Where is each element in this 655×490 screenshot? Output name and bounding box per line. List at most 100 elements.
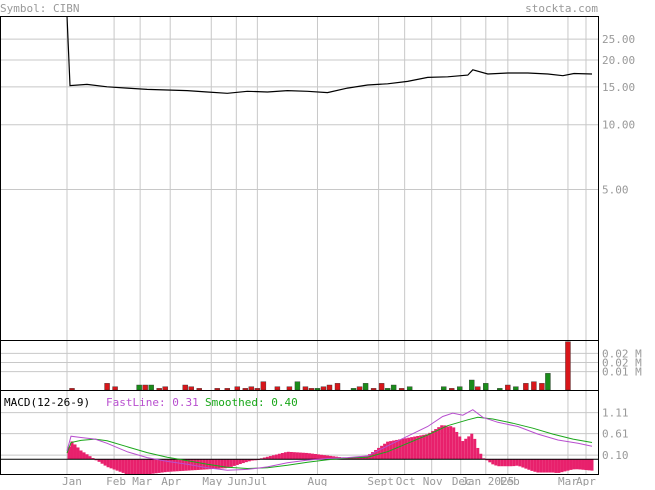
volume-tick-label: 0.02 M: [602, 347, 642, 360]
x-tick-label: Aug: [308, 475, 328, 486]
macd-hist-bar: [587, 459, 591, 471]
volume-bar: [497, 388, 503, 391]
fastline-label: FastLine: 0.31: [106, 396, 199, 409]
macd-hist-bar: [446, 426, 450, 460]
macd-hist-bar: [515, 459, 519, 466]
macd-hist-bar: [160, 459, 164, 473]
macd-hist-bar: [295, 452, 299, 460]
macd-hist-bar: [464, 438, 468, 460]
macd-hist-bar: [322, 455, 326, 460]
volume-bar: [182, 384, 188, 391]
x-tick-label: Feb: [106, 475, 126, 486]
volume-bar: [142, 384, 148, 391]
volume-bar: [326, 384, 333, 391]
volume-bar: [254, 388, 261, 391]
macd-hist-bar: [410, 437, 414, 460]
volume-bar: [248, 386, 255, 391]
macd-hist-bar: [539, 459, 543, 473]
x-tick-label: Jan 2025: [461, 475, 514, 486]
volume-tick-label: 0.02 M: [602, 357, 642, 370]
macd-hist-bar: [169, 459, 173, 472]
macd-hist-bar: [73, 444, 77, 460]
volume-bar: [523, 383, 529, 391]
volume-bar: [378, 383, 385, 391]
macd-hist-bar: [509, 459, 513, 467]
volume-bar: [308, 388, 315, 391]
macd-hist-bar: [136, 459, 140, 475]
volume-bar: [188, 386, 194, 391]
macd-hist-bar: [521, 459, 525, 468]
macd-hist-bar: [422, 434, 426, 460]
x-tick-label: Oct: [396, 475, 416, 486]
macd-hist-bar: [443, 425, 447, 460]
macd-hist-bar: [584, 459, 588, 471]
volume-bar: [390, 384, 397, 391]
macd-hist-bar: [232, 459, 236, 466]
x-tick-label: Dec: [452, 475, 472, 486]
x-tick-label: Feb: [500, 475, 520, 486]
macd-hist-bar: [139, 459, 143, 475]
macd-hist-bar: [569, 459, 573, 470]
site-name: stockta.com: [525, 2, 598, 15]
macd-hist-bar: [85, 454, 89, 460]
macd-hist-bar: [82, 452, 86, 460]
macd-hist-bar: [103, 459, 107, 466]
macd-hist-bar: [425, 434, 429, 460]
macd-hist-bar: [494, 459, 498, 466]
volume-bar: [362, 383, 369, 391]
macd-hist-bar: [271, 455, 275, 460]
date-axis: Jan Feb Mar Apr May Jun Jul Aug Sept Oct Nov DecJan…: [62, 475, 596, 488]
x-tick-label: Sept: [367, 475, 394, 486]
macd-hist-bar: [530, 459, 534, 471]
macd-hist-bar: [220, 459, 224, 469]
macd-tick-label: 0.61: [602, 428, 629, 441]
macd-hist-bar: [419, 435, 423, 460]
price-tick-label: 10.00: [602, 119, 635, 132]
macd-hist-bar: [560, 459, 564, 473]
volume-bar: [69, 388, 75, 391]
macd-hist-bar: [70, 441, 74, 460]
macd-hist-bar: [449, 426, 453, 460]
macd-hist-bar: [235, 459, 239, 465]
macd-tick-label: 1.11: [602, 407, 629, 420]
macd-hist-bar: [286, 451, 290, 460]
volume-bar: [406, 386, 413, 391]
price-axis: 25.00 20.00 15.00 10.00 5.00: [602, 33, 635, 196]
macd-hist-bar: [106, 459, 110, 468]
macd-hist-bar: [310, 453, 314, 460]
volume-bar: [214, 388, 220, 391]
x-tick-label: Nov: [423, 475, 443, 486]
macd-hist-bar: [551, 459, 555, 473]
macd-hist-bar: [217, 459, 221, 469]
macd-hist-bar: [470, 433, 474, 460]
macd-hist-bar: [307, 453, 311, 460]
macd-hist-bar: [127, 459, 131, 475]
macd-hist-bar: [572, 459, 576, 470]
volume-bar: [274, 386, 281, 391]
macd-hist-bar: [473, 438, 477, 460]
macd-hist-bar: [196, 459, 200, 470]
macd-hist-bar: [199, 459, 203, 470]
x-tick-label: Jul: [247, 475, 267, 486]
volume-bar: [320, 386, 327, 391]
macd-hist-bar: [151, 459, 155, 474]
volume-bar: [398, 388, 405, 391]
price-tick-label: 5.00: [602, 184, 629, 197]
macd-hist-bar: [325, 455, 329, 460]
macd-hist-bar: [280, 453, 284, 460]
macd-hist-bar: [247, 459, 251, 462]
macd-hist-bar: [292, 452, 296, 460]
macd-hist-bar: [157, 459, 161, 473]
macd-hist-bar: [226, 459, 230, 468]
macd-hist-bar: [211, 459, 215, 470]
macd-hist-bar: [181, 459, 185, 471]
macd-hist-bar: [268, 456, 272, 460]
macd-frame: [0, 390, 599, 475]
macd-hist-bar: [566, 459, 570, 471]
macd-hist-bar: [512, 459, 516, 467]
macd-tick-label: 0.10: [602, 449, 629, 462]
macd-hist-bar: [491, 459, 495, 465]
macd-hist-bar: [175, 459, 179, 472]
macd-hist-bar: [557, 459, 561, 473]
